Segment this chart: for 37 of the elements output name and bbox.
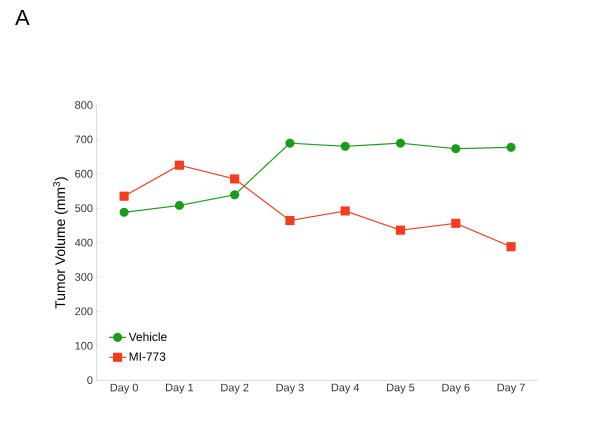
point xyxy=(396,226,406,235)
y-tick-label: 800 xyxy=(75,101,93,109)
point xyxy=(230,174,240,184)
legend-label: MI-773 xyxy=(130,352,166,361)
point xyxy=(451,144,460,154)
point xyxy=(174,160,184,170)
point xyxy=(340,206,350,216)
y-tick-label: 700 xyxy=(75,135,93,144)
x-tick-label: Day 7 xyxy=(498,384,525,394)
x-tick-label: Day 1 xyxy=(166,384,194,394)
y-tick-label: 500 xyxy=(75,204,93,212)
point xyxy=(285,138,295,148)
y-tick-label: 300 xyxy=(75,273,93,281)
x-tick-label: Day 5 xyxy=(387,384,414,394)
chart-title: A xyxy=(15,10,30,25)
x-tick-label: Day 0 xyxy=(110,384,138,394)
point xyxy=(506,142,516,152)
point xyxy=(340,142,350,151)
point xyxy=(230,190,240,200)
y-tick-label: 400 xyxy=(74,238,93,246)
legend-label: Vehicle xyxy=(128,332,167,341)
y-tick-label: 0 xyxy=(87,376,93,384)
point xyxy=(451,218,460,228)
x-tick-label: Day 3 xyxy=(276,384,304,394)
y-tick-label: 600 xyxy=(75,170,93,178)
point xyxy=(174,200,184,210)
x-tick-label: Day 2 xyxy=(221,384,248,394)
x-tick-label: Day 4 xyxy=(332,384,360,394)
point xyxy=(120,208,129,217)
y-tick-label: 100 xyxy=(76,342,93,350)
point xyxy=(285,216,295,226)
x-tick-label: Day 6 xyxy=(442,384,470,394)
point xyxy=(396,138,406,148)
y-tick-label: 200 xyxy=(75,307,93,316)
y-axis-title: Tumor Volume (mm$^{3}$) xyxy=(52,177,68,308)
point xyxy=(506,242,516,252)
point xyxy=(120,192,129,201)
